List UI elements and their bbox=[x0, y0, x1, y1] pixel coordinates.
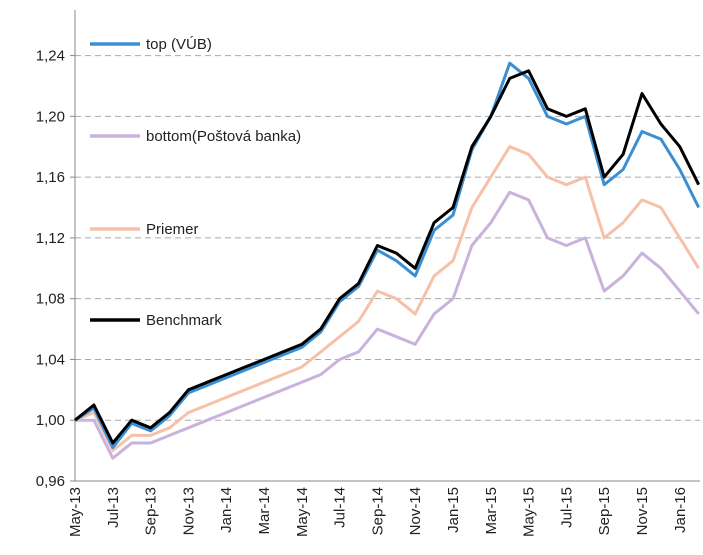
series-line bbox=[74, 61, 701, 450]
legend-label: bottom(Poštová banka) bbox=[146, 128, 301, 145]
series-line bbox=[74, 145, 700, 453]
x-tick-label: Jul-14 bbox=[332, 487, 349, 528]
x-tick-label: Sep-15 bbox=[596, 487, 613, 535]
y-tick-label: 1,00 bbox=[36, 412, 65, 429]
x-tick-label: Nov-14 bbox=[407, 487, 424, 535]
x-tick-label: May-13 bbox=[67, 487, 84, 537]
y-tick-label: 1,08 bbox=[36, 291, 65, 308]
x-tick-label: May-14 bbox=[294, 487, 311, 537]
x-tick-label: Sep-13 bbox=[143, 487, 160, 535]
x-tick-label: Jan-14 bbox=[218, 487, 235, 533]
x-tick-label: Nov-15 bbox=[634, 487, 651, 535]
x-tick-label: May-15 bbox=[521, 487, 538, 537]
x-tick-label: Jul-15 bbox=[558, 487, 575, 528]
series-line bbox=[74, 69, 701, 445]
series-line bbox=[75, 190, 700, 460]
legend-label: top (VÚB) bbox=[146, 36, 212, 53]
y-tick-label: 0,96 bbox=[36, 473, 65, 490]
x-tick-label: Nov-13 bbox=[180, 487, 197, 535]
x-tick-label: Jan-16 bbox=[672, 487, 689, 533]
x-tick-label: Mar-14 bbox=[256, 487, 273, 535]
x-tick-label: Jul-13 bbox=[105, 487, 122, 528]
y-tick-label: 1,20 bbox=[36, 108, 65, 125]
y-tick-label: 1,16 bbox=[36, 169, 65, 186]
x-tick-label: Sep-14 bbox=[369, 487, 386, 535]
y-tick-label: 1,04 bbox=[36, 351, 65, 368]
y-tick-label: 1,24 bbox=[36, 48, 65, 65]
x-tick-label: Jan-15 bbox=[445, 487, 462, 533]
x-tick-label: Mar-15 bbox=[483, 487, 500, 535]
y-tick-label: 1,12 bbox=[36, 230, 65, 247]
legend-label: Benchmark bbox=[146, 312, 222, 329]
legend-label: Priemer bbox=[146, 221, 199, 238]
